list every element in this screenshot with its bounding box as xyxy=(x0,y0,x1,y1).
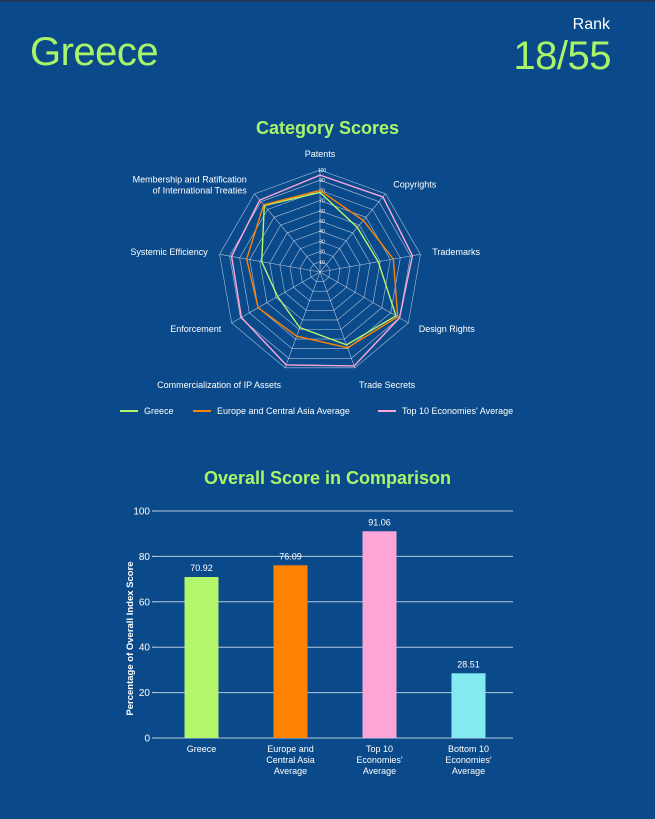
radar-grid-ring xyxy=(309,261,331,282)
bar-value-label-2: 76.09 xyxy=(279,551,302,561)
radar-grid-ring xyxy=(219,169,421,369)
radar-spoke xyxy=(319,271,409,324)
radar-tick-label: 60 xyxy=(319,209,325,215)
radar-chart: 102030405060708090100PatentsCopyrightsTr… xyxy=(120,149,513,416)
radar-tick-label: 90 xyxy=(319,178,325,184)
radar-axis-label: Design Rights xyxy=(419,324,476,334)
bar-value-label-1: 70.92 xyxy=(190,563,213,573)
radar-spoke xyxy=(319,253,421,273)
bar-chart-title: Overall Score in Comparison xyxy=(203,468,452,488)
radar-grid-ring xyxy=(239,190,401,349)
legend-label-3: Top 10 Economies' Average xyxy=(402,406,513,416)
bar-y-tick-label: 100 xyxy=(133,507,150,518)
radar-spoke xyxy=(219,253,321,273)
bar-y-tick-label: 20 xyxy=(139,688,151,699)
bar-y-tick-label: 0 xyxy=(144,734,150,745)
rank-value: 18/55 xyxy=(513,34,611,78)
country-title: Greece xyxy=(30,30,159,74)
radar-axis-label: Trade Secrets xyxy=(359,380,416,390)
bar-1 xyxy=(184,577,219,738)
bar-category-label-2: Europe and Central Asia Average xyxy=(266,744,315,776)
bar-y-tick-label: 60 xyxy=(139,597,151,608)
radar-grid-ring xyxy=(299,251,341,292)
bar-category-label-4: Bottom 10 Economies' Average xyxy=(445,744,492,776)
bar-y-tick-label: 40 xyxy=(139,643,151,654)
radar-axis-label: Trademarks xyxy=(432,247,480,257)
radar-series-1 xyxy=(261,191,397,346)
bar-category-label-1: Greece xyxy=(187,744,217,754)
radar-axis-label: Commercialization of IP Assets xyxy=(157,380,281,390)
radar-grid-ring xyxy=(269,220,371,321)
radar-tick-label: 100 xyxy=(318,168,327,174)
radar-axis-label: Systemic Efficiency xyxy=(130,247,208,257)
radar-tick-label: 40 xyxy=(319,229,325,235)
radar-axis-label: Enforcement xyxy=(170,324,222,334)
radar-spoke xyxy=(319,271,356,368)
radar-tick-label: 10 xyxy=(319,260,325,266)
radar-chart-title: Category Scores xyxy=(255,118,400,138)
bar-value-label-4: 28.51 xyxy=(457,659,480,669)
radar-grid-ring xyxy=(279,230,361,311)
radar-spoke xyxy=(319,193,386,273)
legend-label-1: Greece xyxy=(144,406,174,416)
radar-grid-ring xyxy=(259,210,381,330)
radar-tick-label: 50 xyxy=(319,219,325,225)
bar-3 xyxy=(362,531,397,738)
bar-category-label-3: Top 10 Economies' Average xyxy=(356,744,403,776)
radar-tick-label: 20 xyxy=(319,250,325,256)
bar-value-label-3: 91.06 xyxy=(368,517,391,527)
radar-tick-label: 30 xyxy=(319,239,325,245)
legend-label-2: Europe and Central Asia Average xyxy=(217,406,350,416)
radar-spoke xyxy=(254,193,321,273)
radar-axis-label: Copyrights xyxy=(393,180,437,190)
bar-4 xyxy=(451,673,486,738)
radar-series-3 xyxy=(230,174,414,367)
radar-spoke xyxy=(231,271,321,324)
bar-chart: 0 20 40 60 80 100 Percentage of Overall Index … xyxy=(125,507,513,776)
rank-label: Rank xyxy=(572,16,610,33)
radar-axis-label: Patents xyxy=(305,149,336,159)
bar-y-tick-label: 80 xyxy=(139,552,151,563)
radar-axis-label: Membership and Ratification of Internatio… xyxy=(133,175,248,196)
radar-series-2 xyxy=(245,189,399,349)
radar-tick-label: 70 xyxy=(319,199,325,205)
radar-grid-ring xyxy=(289,241,351,302)
bar-y-axis-label: Percentage of Overall Index Score xyxy=(125,561,136,715)
bar-2 xyxy=(273,565,308,738)
radar-spoke xyxy=(284,271,321,368)
